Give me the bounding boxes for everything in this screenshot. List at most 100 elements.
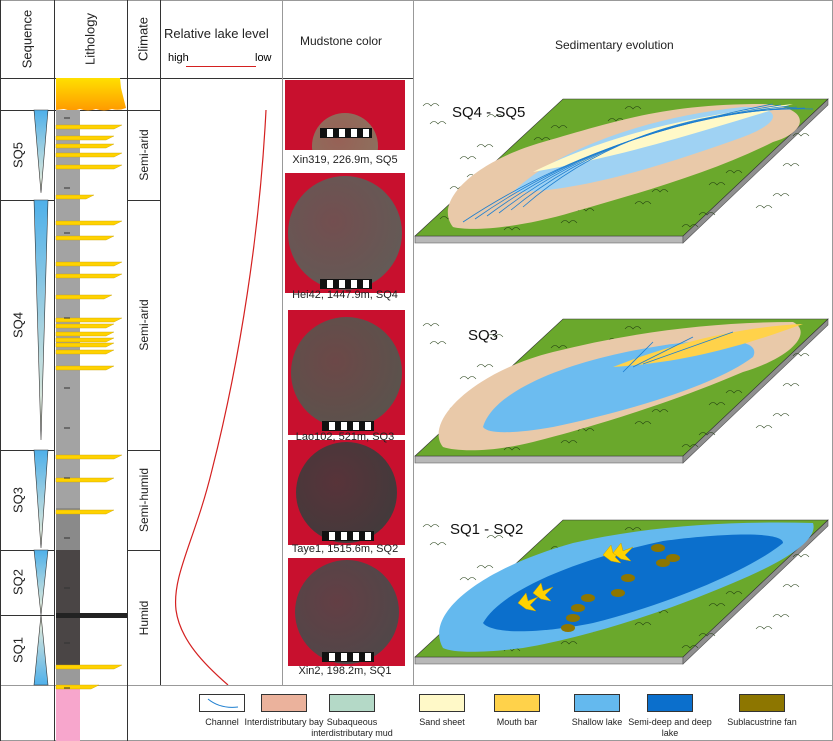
sand-bed bbox=[55, 152, 123, 158]
sand-bed bbox=[55, 261, 123, 267]
climate-sq5: Semi-arid bbox=[137, 129, 151, 181]
photo-caption: Lao102, 521m, SQ3 bbox=[295, 431, 395, 443]
lake-high-label: high bbox=[168, 52, 189, 64]
sand-bed bbox=[55, 454, 123, 460]
legend-label: Shallow lake bbox=[571, 717, 623, 727]
coal-bed bbox=[56, 613, 127, 618]
legend-item: Channel bbox=[172, 688, 272, 728]
sublacustrine-fan bbox=[651, 544, 665, 552]
legend-swatch bbox=[329, 694, 375, 712]
legend-swatch bbox=[494, 694, 540, 712]
legend-label: Mouth bar bbox=[496, 717, 538, 727]
lake-level-line bbox=[174, 109, 267, 685]
legend-label: Sublacustrine fan bbox=[727, 717, 797, 727]
sequence-triangle bbox=[33, 449, 49, 549]
legend-label: Subaqueous interdistributary mud bbox=[311, 717, 393, 738]
legend-item: Sand sheet bbox=[392, 688, 492, 728]
sequence-label-sq1: SQ1 bbox=[10, 636, 26, 664]
scale-bar bbox=[321, 421, 374, 431]
header-evolution: Sedimentary evolution bbox=[555, 38, 674, 52]
sublacustrine-fan-feeder bbox=[517, 592, 539, 612]
gray-mudstone bbox=[56, 110, 80, 510]
legend: Channel Interdistributary bay Subaqueous i… bbox=[182, 688, 827, 738]
gray-mudstone-base bbox=[56, 665, 80, 685]
climate-sq1-sq2: Humid bbox=[137, 600, 151, 636]
sand-bed bbox=[55, 124, 123, 130]
header-climate: Climate bbox=[135, 16, 151, 62]
conglomerate-bed bbox=[56, 78, 126, 111]
sand-bed bbox=[55, 684, 100, 690]
legend-label: Interdistributary bay bbox=[244, 717, 324, 727]
sand-bed bbox=[55, 323, 115, 329]
lake-level-curve bbox=[174, 109, 267, 685]
sequence-label-sq3: SQ3 bbox=[10, 486, 26, 514]
core-sample bbox=[294, 560, 399, 664]
mudstone-photo bbox=[285, 80, 405, 150]
sublacustrine-fan bbox=[621, 574, 635, 582]
sand-bed bbox=[55, 365, 115, 371]
header-lithology: Lithology bbox=[82, 12, 98, 66]
sublacustrine-fan bbox=[581, 594, 595, 602]
map-title-sq4-sq5: SQ4 - SQ5 bbox=[452, 104, 526, 121]
sublacustrine-fan bbox=[571, 604, 585, 612]
sequence-triangles bbox=[33, 109, 49, 686]
sand-bed bbox=[55, 317, 123, 323]
sand-bed bbox=[55, 164, 123, 170]
lake-axis-line bbox=[186, 66, 256, 67]
scale-bar bbox=[320, 128, 372, 138]
red-bed bbox=[56, 685, 80, 741]
photo-caption: Hei42, 1447.9m, SQ4 bbox=[292, 289, 398, 301]
header-lake-level: Relative lake level bbox=[164, 26, 269, 41]
sand-bed bbox=[55, 337, 115, 343]
legend-label: Semi-deep and deep lake bbox=[628, 717, 712, 738]
sand-bed bbox=[55, 477, 115, 483]
channel bbox=[522, 108, 814, 208]
legend-label: Channel bbox=[205, 717, 239, 727]
legend-swatch bbox=[261, 694, 307, 712]
legend-swatch bbox=[739, 694, 785, 712]
lithology-column bbox=[55, 78, 127, 741]
legend-item: Interdistributary bay bbox=[234, 688, 334, 728]
scale-bar bbox=[320, 279, 372, 289]
sand-bed bbox=[55, 220, 123, 226]
dark-mudstone bbox=[56, 550, 80, 665]
scale-bar bbox=[321, 531, 374, 541]
sand-bed bbox=[55, 235, 115, 241]
sand-bed bbox=[55, 331, 115, 337]
legend-swatch bbox=[419, 694, 465, 712]
photo-caption: Taye1, 1515.6m, SQ2 bbox=[291, 543, 399, 555]
sand-bed bbox=[55, 664, 123, 670]
legend-item: Sublacustrine fan bbox=[712, 688, 812, 728]
sand-bed bbox=[55, 294, 113, 300]
core-sample bbox=[296, 442, 397, 543]
sequence-label-sq2: SQ2 bbox=[10, 568, 26, 596]
sequence-triangle bbox=[33, 109, 49, 193]
sand-bed bbox=[55, 273, 123, 279]
climate-sq3: Semi-humid bbox=[137, 467, 151, 533]
sublacustrine-fan bbox=[566, 614, 580, 622]
legend-swatch bbox=[647, 694, 693, 712]
core-sample bbox=[291, 317, 402, 428]
legend-item: Semi-deep and deep lake bbox=[620, 688, 720, 739]
sand-bed bbox=[55, 143, 115, 149]
mudstone-photo bbox=[288, 558, 405, 666]
sand-bed bbox=[55, 194, 95, 200]
sublacustrine-fan-feeder bbox=[532, 582, 554, 602]
core-sample bbox=[288, 176, 402, 290]
sublacustrine-fan bbox=[561, 624, 575, 632]
sublacustrine-fan bbox=[666, 554, 680, 562]
sequence-label-sq4: SQ4 bbox=[10, 311, 26, 339]
gray-mudstone-sq3 bbox=[56, 508, 80, 550]
sequence-triangle bbox=[33, 614, 49, 686]
sublacustrine-fan bbox=[656, 559, 670, 567]
block-diagram bbox=[414, 98, 829, 244]
climate-sq4: Semi-arid bbox=[137, 299, 151, 351]
map-title-sq1-sq2: SQ1 - SQ2 bbox=[450, 521, 524, 538]
lake-low-label: low bbox=[255, 52, 272, 64]
sand-bed bbox=[55, 509, 115, 515]
photo-caption: Xin319, 226.9m, SQ5 bbox=[292, 154, 398, 166]
photo-caption: Xin2, 198.2m, SQ1 bbox=[298, 665, 392, 677]
sand-bed bbox=[55, 135, 115, 141]
legend-item: Shallow lake bbox=[547, 688, 647, 728]
